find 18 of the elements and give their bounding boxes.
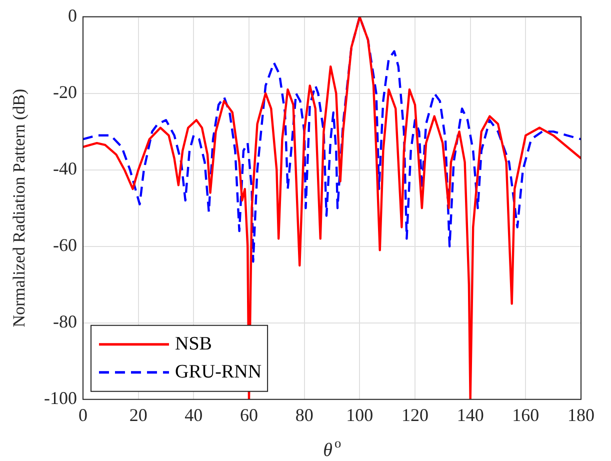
- y-tick-label: -100: [44, 388, 77, 408]
- legend-label: GRU-RNN: [174, 361, 262, 382]
- y-axis-title: Normalized Radiation Pattern (dB): [9, 88, 28, 328]
- x-tick-label: 160: [512, 404, 540, 425]
- x-tick-label: 100: [346, 404, 374, 425]
- y-tick-label: -40: [52, 158, 77, 179]
- x-tick-label: 120: [402, 404, 428, 425]
- x-tick-label: 60: [240, 404, 258, 425]
- x-tick-label: 80: [295, 404, 314, 425]
- x-tick-label: 180: [568, 404, 594, 425]
- y-tick-label: -80: [52, 312, 77, 332]
- x-tick-label: 20: [129, 404, 148, 425]
- y-tick-label: 0: [68, 6, 77, 26]
- legend-label: NSB: [174, 333, 212, 354]
- x-tick-label: 40: [184, 404, 203, 425]
- y-tick-label: -60: [52, 235, 77, 256]
- y-tick-label: -20: [52, 82, 77, 102]
- x-tick-label: 140: [456, 404, 484, 425]
